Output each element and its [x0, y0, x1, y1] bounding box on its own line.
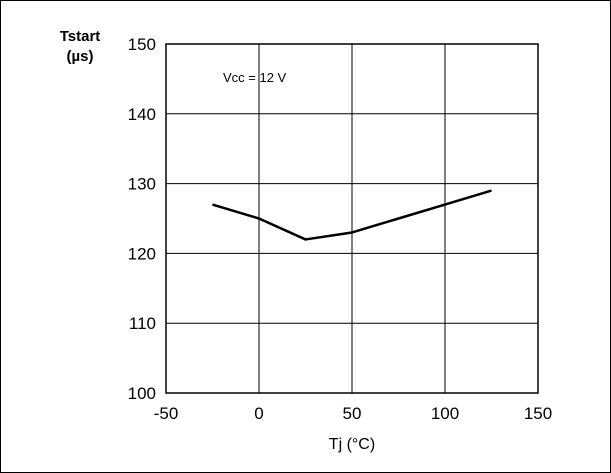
- x-tick-label: 0: [254, 404, 263, 423]
- series-group: [212, 189, 492, 241]
- y-tick-label: 110: [129, 314, 156, 333]
- x-tick-label: -50: [154, 404, 179, 423]
- plot-area-border: [165, 43, 539, 394]
- y-axis-label-line1: Tstart: [60, 28, 101, 45]
- x-tick-label: 50: [343, 404, 362, 423]
- y-tick-label: 100: [128, 384, 156, 403]
- x-axis-label: Tj (°C): [329, 436, 375, 453]
- y-tick-label: 130: [128, 175, 156, 194]
- y-tick-label: 120: [128, 244, 156, 263]
- series-line: [212, 189, 492, 241]
- x-tick-labels: -50 0 50 100 150: [154, 404, 552, 423]
- condition-annotation: Vcc = 12 V: [223, 70, 287, 85]
- y-axis-label-line2: (µs): [67, 48, 94, 65]
- x-tick-label: 150: [524, 404, 552, 423]
- x-tick-label: 100: [431, 404, 459, 423]
- grid-lines: [166, 44, 538, 393]
- y-tick-label: 150: [128, 35, 156, 54]
- y-tick-labels: 100 110 120 130 140 150: [128, 35, 156, 403]
- y-tick-label: 140: [128, 105, 156, 124]
